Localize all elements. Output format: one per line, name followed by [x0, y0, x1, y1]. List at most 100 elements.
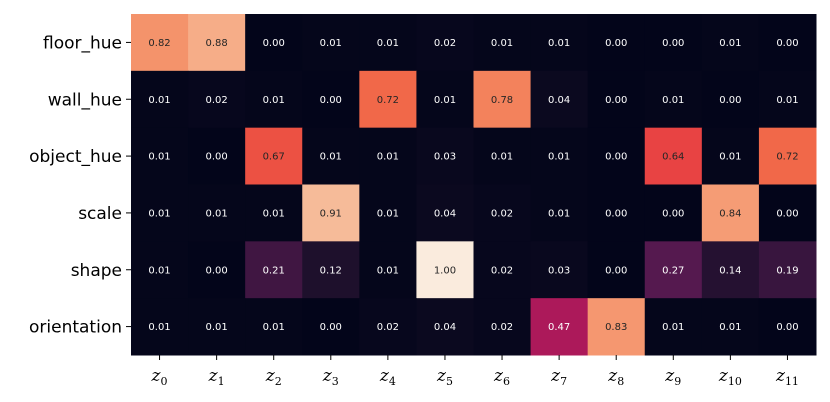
- heatmap-cell: [188, 14, 246, 72]
- cell-value-label: 0.83: [605, 322, 627, 333]
- cell-value-label: 0.04: [434, 208, 456, 219]
- heatmap-cell: [131, 127, 189, 185]
- cell-value-label: 0.47: [548, 322, 570, 333]
- heatmap-cell: [359, 70, 417, 129]
- heatmap-cell: [530, 127, 589, 185]
- cell-value-label: 0.00: [320, 95, 342, 106]
- cell-value-label: 0.00: [719, 95, 741, 106]
- cell-value-label: 0.00: [605, 265, 627, 276]
- heatmap-cell: [359, 298, 417, 356]
- cell-value-label: 0.01: [491, 152, 513, 163]
- heatmap-cell: [473, 70, 532, 129]
- heatmap-cell: [131, 241, 189, 299]
- cell-value-label: 0.01: [377, 38, 399, 49]
- cell-value-label: 0.01: [662, 95, 684, 106]
- cell-value-label: 0.00: [662, 38, 684, 49]
- column-label: z11: [775, 366, 799, 388]
- cell-value-label: 0.88: [205, 38, 227, 49]
- heatmap-cell: [245, 184, 303, 242]
- heatmap-cell: [530, 298, 589, 356]
- heatmap-cell: [758, 127, 817, 185]
- heatmap-cells: 0.82 0.88 0.00 0.01 0.01 0.02 0.01 0.01 0.00 0.00…: [131, 14, 817, 356]
- heatmap-cell: [758, 70, 817, 129]
- cell-value-label: 0.19: [776, 265, 798, 276]
- column-label: z10: [718, 366, 742, 388]
- heatmap-cell: [245, 241, 303, 299]
- heatmap-cell: [758, 241, 817, 299]
- heatmap-cell: [758, 184, 817, 242]
- cell-value-label: 0.02: [377, 322, 399, 333]
- cell-value-label: 0.03: [548, 265, 570, 276]
- heatmap-cell: [587, 127, 646, 185]
- cell-value-label: 0.01: [548, 208, 570, 219]
- cell-value-label: 0.01: [148, 322, 170, 333]
- heatmap-cell: [302, 127, 360, 185]
- cell-value-label: 0.21: [263, 265, 285, 276]
- cell-value-label: 0.01: [320, 38, 342, 49]
- cell-value-label: 0.02: [491, 265, 513, 276]
- column-label: z1: [208, 366, 225, 388]
- cell-value-label: 0.01: [662, 322, 684, 333]
- cell-value-label: 0.01: [719, 152, 741, 163]
- cell-value-label: 0.01: [377, 265, 399, 276]
- cell-value-label: 0.01: [719, 38, 741, 49]
- heatmap-cell: [359, 14, 417, 72]
- heatmap-cell: [587, 298, 646, 356]
- cell-value-label: 0.00: [605, 152, 627, 163]
- heatmap-cell: [188, 70, 246, 129]
- column-label: z7: [550, 366, 567, 388]
- row-label: scale: [78, 204, 122, 224]
- column-label: z4: [379, 366, 396, 388]
- column-labels: z0 z1 z2 z3 z4 z5 z6 z7 z8 z9 z10 z11: [151, 355, 799, 388]
- heatmap-cell: [302, 14, 360, 72]
- heatmap-cell: [758, 14, 817, 72]
- cell-value-label: 0.00: [605, 208, 627, 219]
- heatmap-cell: [530, 241, 589, 299]
- cell-value-label: 0.02: [205, 95, 227, 106]
- heatmap-cell: [644, 184, 703, 242]
- cell-value-label: 0.00: [205, 265, 227, 276]
- cell-value-label: 0.82: [148, 38, 170, 49]
- column-label: z5: [436, 366, 453, 388]
- cell-value-label: 0.02: [491, 322, 513, 333]
- heatmap-cell: [530, 184, 589, 242]
- cell-value-label: 0.00: [605, 38, 627, 49]
- cell-value-label: 0.00: [263, 38, 285, 49]
- heatmap-cell: [131, 298, 189, 356]
- heatmap-cell: [416, 70, 474, 129]
- heatmap-cell: [473, 127, 532, 185]
- heatmap-cell: [644, 70, 703, 129]
- heatmap-cell: [701, 70, 760, 129]
- cell-value-label: 0.04: [548, 95, 570, 106]
- heatmap-cell: [473, 184, 532, 242]
- cell-value-label: 0.01: [434, 95, 456, 106]
- cell-value-label: 0.00: [776, 322, 798, 333]
- cell-value-label: 0.72: [377, 95, 399, 106]
- row-label: wall_hue: [48, 90, 122, 110]
- cell-value-label: 0.00: [605, 95, 627, 106]
- heatmap-cell: [131, 184, 189, 242]
- cell-value-label: 0.01: [148, 208, 170, 219]
- row-label: shape: [71, 261, 122, 281]
- heatmap-cell: [473, 14, 532, 72]
- row-label: orientation: [29, 318, 122, 338]
- column-label: z2: [265, 366, 282, 388]
- cell-value-label: 0.01: [263, 322, 285, 333]
- heatmap-cell: [302, 241, 360, 299]
- cell-value-label: 0.00: [320, 322, 342, 333]
- cell-value-label: 0.01: [205, 322, 227, 333]
- cell-value-label: 0.04: [434, 322, 456, 333]
- cell-value-label: 0.01: [205, 208, 227, 219]
- heatmap-cell: [587, 184, 646, 242]
- heatmap-cell: [188, 127, 246, 185]
- column-label: z3: [322, 366, 339, 388]
- cell-value-label: 0.01: [148, 95, 170, 106]
- cell-value-label: 0.14: [719, 265, 741, 276]
- heatmap-cell: [188, 298, 246, 356]
- cell-value-label: 0.01: [320, 152, 342, 163]
- cell-value-label: 0.01: [263, 95, 285, 106]
- heatmap-cell: [245, 298, 303, 356]
- cell-value-label: 0.01: [148, 265, 170, 276]
